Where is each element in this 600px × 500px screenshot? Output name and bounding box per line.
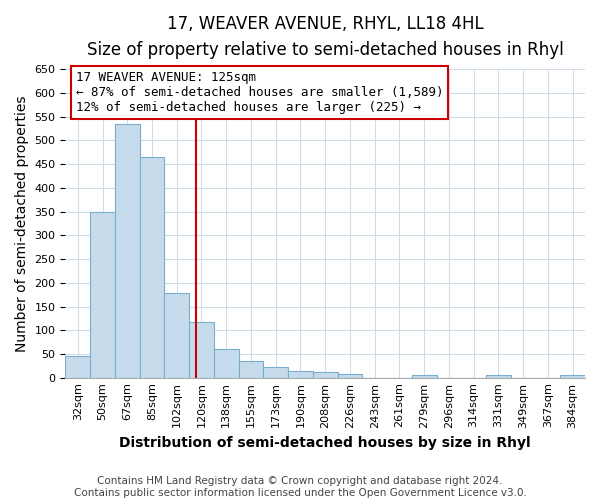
Bar	[239, 361, 263, 378]
Bar	[65, 356, 90, 378]
Bar	[338, 374, 362, 378]
Bar	[140, 157, 164, 378]
Bar	[164, 293, 189, 378]
Bar	[189, 322, 214, 378]
Bar	[115, 124, 140, 378]
Bar	[412, 376, 437, 378]
Bar	[90, 212, 115, 378]
Bar	[214, 349, 239, 378]
Title: 17, WEAVER AVENUE, RHYL, LL18 4HL
Size of property relative to semi-detached hou: 17, WEAVER AVENUE, RHYL, LL18 4HL Size o…	[87, 15, 563, 60]
Bar	[313, 372, 338, 378]
Text: 17 WEAVER AVENUE: 125sqm
← 87% of semi-detached houses are smaller (1,589)
12% o: 17 WEAVER AVENUE: 125sqm ← 87% of semi-d…	[76, 71, 443, 114]
X-axis label: Distribution of semi-detached houses by size in Rhyl: Distribution of semi-detached houses by …	[119, 436, 531, 450]
Bar	[288, 371, 313, 378]
Text: Contains HM Land Registry data © Crown copyright and database right 2024.
Contai: Contains HM Land Registry data © Crown c…	[74, 476, 526, 498]
Bar	[560, 376, 585, 378]
Y-axis label: Number of semi-detached properties: Number of semi-detached properties	[15, 95, 29, 351]
Bar	[263, 367, 288, 378]
Bar	[486, 376, 511, 378]
